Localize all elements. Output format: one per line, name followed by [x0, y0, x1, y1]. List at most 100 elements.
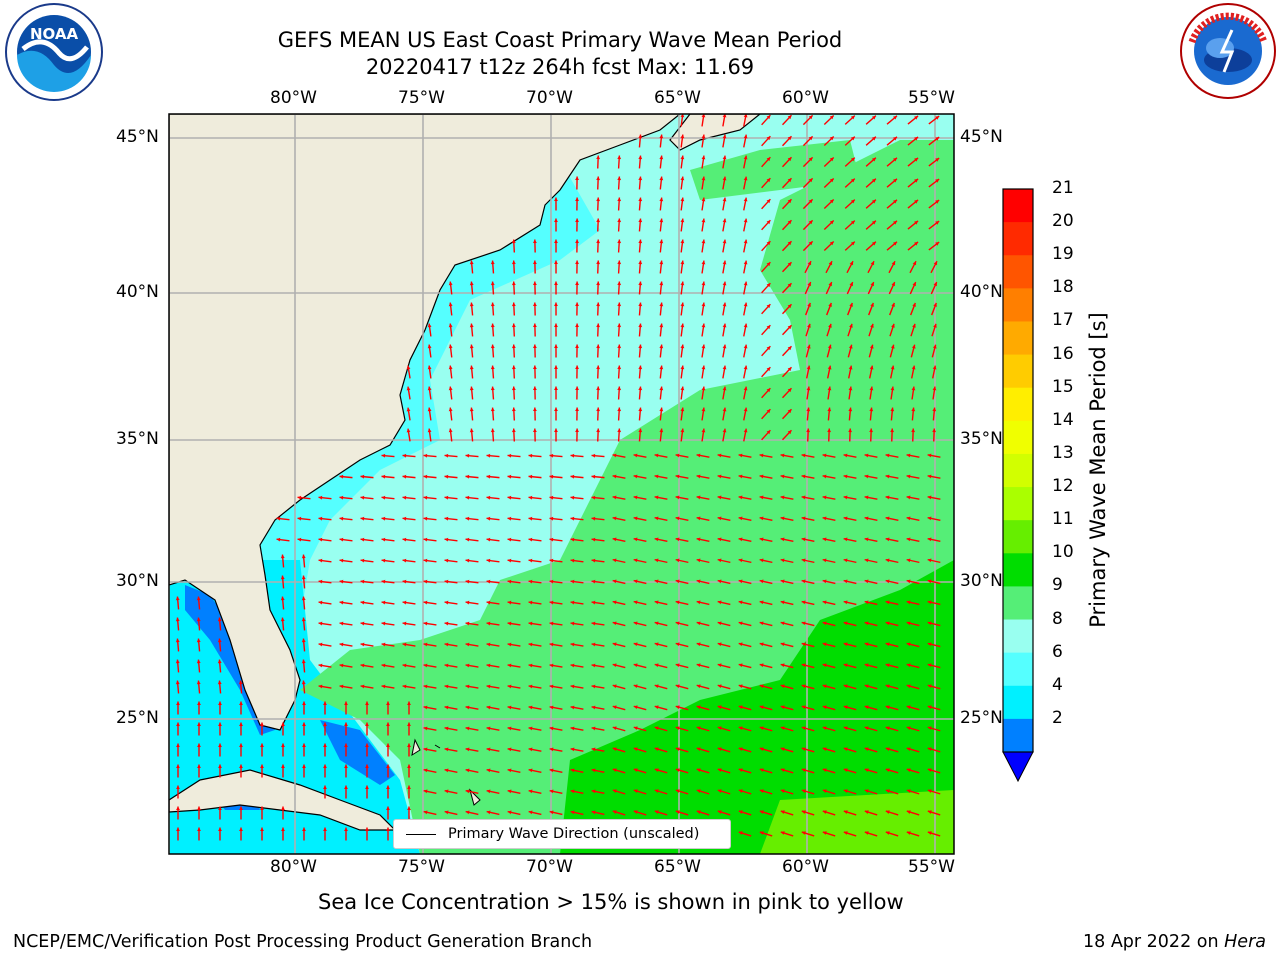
wave-arrow-head	[906, 495, 911, 500]
wave-arrow-head	[486, 474, 491, 479]
wave-arrow-head	[696, 726, 701, 731]
wave-arrow-head	[843, 831, 848, 835]
wave-arrow-head	[701, 428, 706, 433]
graticule	[169, 114, 954, 854]
wave-arrow-head	[843, 768, 848, 772]
wave-arrow-head	[570, 600, 575, 605]
wave-arrow-head	[617, 260, 622, 265]
wave-arrow-head	[511, 260, 516, 265]
wave-arrow-head	[808, 157, 813, 162]
wave-arrow-head	[680, 197, 685, 202]
wave-arrow-head	[596, 407, 601, 412]
wave-arrow-head	[780, 453, 785, 458]
wave-arrow-head	[596, 323, 601, 328]
wave-arrow-head	[511, 239, 516, 244]
wave-arrow-head	[743, 281, 748, 286]
wave-arrow-head	[196, 596, 201, 601]
wave-arrow-head	[893, 220, 897, 225]
wave-arrow-head	[675, 768, 680, 772]
lat-tick-left-45n: 45°N	[116, 127, 159, 147]
wave-arrow-head	[780, 705, 785, 710]
wave-arrow-head	[864, 726, 869, 731]
wave-arrow-head	[766, 325, 771, 330]
colorbar-cell	[1003, 354, 1033, 389]
wave-arrow-head	[465, 537, 470, 542]
wave-arrow-head	[843, 810, 848, 814]
wave-arrow-head	[864, 768, 869, 772]
wave-arrow-head	[850, 115, 855, 120]
wave-arrow-head	[927, 474, 932, 479]
wave-arrow-head	[528, 747, 533, 752]
wave-arrow-head	[933, 282, 937, 287]
wave-arrow-head	[402, 558, 407, 563]
wave-arrow-head	[297, 516, 302, 521]
wave-arrow-head	[885, 642, 890, 647]
wave-arrow-head	[423, 558, 428, 563]
colorbar-tick-label: 20	[1052, 211, 1074, 232]
wave-arrow-head	[654, 705, 659, 710]
wave-arrow-head	[828, 261, 833, 266]
wave-arrow-head	[612, 453, 617, 458]
wave-arrow-head	[612, 789, 617, 793]
wave-arrow-head	[612, 600, 617, 605]
wave-arrow-head	[633, 537, 638, 542]
lon-tick-bottom-65w: 65°W	[654, 857, 701, 877]
wave-arrow-head	[701, 302, 706, 307]
wave-arrow-head	[570, 558, 575, 563]
wave-arrow-head	[766, 388, 771, 393]
wave-arrow-head	[906, 516, 911, 521]
map-legend: Primary Wave Direction (unscaled)	[393, 819, 731, 849]
wave-arrow-head	[528, 621, 533, 626]
wave-arrow-head	[302, 701, 306, 706]
wave-arrow-head	[906, 621, 911, 626]
wave-arrow-head	[511, 407, 516, 412]
wave-arrow-head	[402, 537, 407, 542]
wave-arrow-head	[533, 239, 537, 244]
wave-arrow-head	[239, 722, 243, 727]
colorbar-tick-label: 8	[1052, 608, 1063, 629]
wave-arrow-head	[381, 495, 386, 500]
wave-arrow-head	[843, 474, 848, 479]
wave-arrow-head	[885, 579, 890, 584]
wave-arrow-head	[280, 617, 285, 622]
wave-arrow-head	[891, 282, 895, 287]
wave-arrow-head	[870, 261, 875, 266]
wave-arrow-head	[301, 554, 306, 559]
wave-arrow-head	[423, 474, 428, 479]
wave-arrow-head	[885, 831, 890, 835]
wave-arrow-head	[633, 642, 638, 647]
wave-arrow-head	[381, 537, 386, 542]
wave-arrow-head	[423, 537, 428, 542]
wave-arrow-head	[197, 827, 201, 832]
wave-arrow-head	[780, 663, 785, 668]
wave-arrow-head	[381, 663, 386, 668]
wave-arrow-head	[869, 407, 874, 412]
wave-arrow-head	[302, 722, 306, 727]
wave-arrow-head	[612, 621, 617, 626]
wave-arrow-head	[759, 684, 764, 689]
footer-host: Hera	[1224, 932, 1266, 952]
wave-arrow-head	[696, 663, 701, 668]
wave-arrow-head	[935, 179, 940, 183]
wave-arrow-head	[787, 178, 792, 183]
wave-arrow-head	[549, 621, 554, 626]
wave-arrow-head	[633, 705, 638, 710]
wave-arrow-head	[444, 768, 449, 773]
wave-arrow-head	[511, 344, 516, 349]
wave-arrow-head	[617, 239, 622, 244]
wave-arrow-head	[675, 684, 680, 689]
wave-arrow-head	[914, 136, 919, 141]
wave-arrow-head	[633, 453, 638, 458]
wave-arrow-head	[448, 344, 453, 349]
lat-tick-right-30n: 30°N	[960, 571, 1003, 591]
wave-arrow-head	[848, 428, 853, 433]
wave-arrow-head	[339, 600, 344, 605]
wave-arrow-head	[175, 617, 180, 622]
wave-arrow-head	[423, 621, 428, 626]
wave-arrow-head	[927, 831, 932, 835]
wave-arrow-head	[893, 199, 897, 204]
wave-arrow-head	[801, 495, 806, 500]
wave-arrow-head	[554, 386, 558, 391]
wave-arrow-head	[507, 621, 512, 626]
wave-arrow-head	[638, 386, 643, 391]
